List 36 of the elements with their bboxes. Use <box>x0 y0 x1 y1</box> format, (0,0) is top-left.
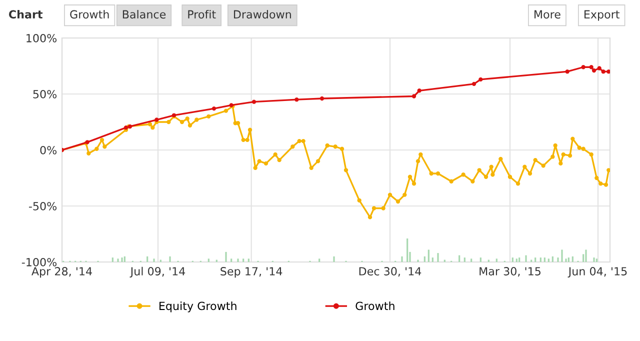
point <box>212 106 216 111</box>
text: Growth <box>70 10 109 19</box>
text: Profit <box>188 10 216 19</box>
point <box>417 88 422 93</box>
point <box>478 77 483 82</box>
point <box>294 98 299 102</box>
x-tick-label: Apr 28, '14 <box>32 267 92 278</box>
y-tick-label: 50% <box>33 90 57 98</box>
point <box>601 70 606 74</box>
y-tick-label: 100% <box>26 34 57 42</box>
point <box>320 96 324 101</box>
y-tick-label: -50% <box>28 202 57 210</box>
point <box>472 82 476 86</box>
point <box>252 100 256 104</box>
legend-label: Equity Growth <box>160 302 236 312</box>
y-tick-label: -100% <box>22 258 57 266</box>
point <box>581 65 586 70</box>
y-tick-label: 0% <box>40 146 57 154</box>
x-tick-label: Mar 30, '15 <box>480 267 540 277</box>
text: More <box>534 10 560 19</box>
point <box>592 68 596 73</box>
point <box>565 70 570 74</box>
text: Balance <box>122 10 166 19</box>
text: Export <box>584 10 620 21</box>
point <box>412 94 416 98</box>
text: Drawdown <box>234 10 291 19</box>
legend-label: Growth <box>356 302 394 310</box>
x-tick-label: Dec 30, '14 <box>359 267 422 277</box>
x-tick-label: Sep 17, '14 <box>220 267 282 278</box>
text: Chart <box>8 10 43 19</box>
point <box>597 66 602 70</box>
point <box>589 65 594 70</box>
x-tick-label: Jun 04, '15 <box>568 267 627 278</box>
x-tick-label: Jul 09, '14 <box>130 266 186 278</box>
point <box>154 118 159 122</box>
point <box>606 70 610 74</box>
